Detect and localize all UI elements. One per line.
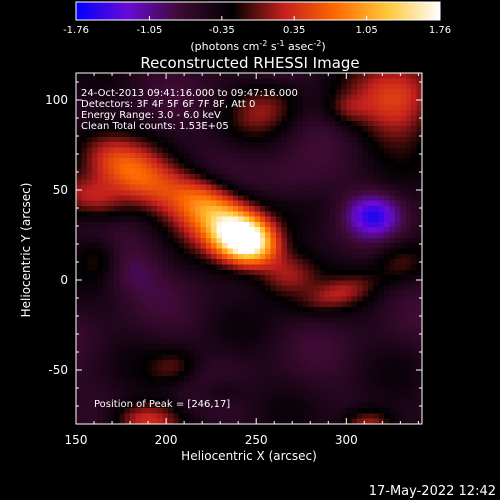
- y-tick-label: -50: [48, 363, 68, 377]
- x-tick-label: 200: [155, 433, 178, 447]
- annotation-detectors: Detectors: 3F 4F 5F 6F 7F 8F, Att 0: [81, 99, 255, 110]
- footer-timestamp: 17-May-2022 12:42: [369, 484, 496, 499]
- colorbar-tick-label: 1.05: [355, 25, 377, 36]
- chart-title: Reconstructed RHESSI Image: [140, 54, 359, 72]
- colorbar-gradient: [75, 1, 441, 21]
- colorbar-units: (photons cm-2 s-1 asec-2): [190, 39, 325, 53]
- colorbar-tick-label: -0.35: [209, 25, 235, 36]
- x-tick-label: 300: [335, 433, 358, 447]
- colorbar-ticks: -1.76 -1.05 -0.35 0.35 1.05 1.76: [63, 16, 451, 36]
- annotation-energy: Energy Range: 3.0 - 6.0 keV: [81, 110, 221, 121]
- x-axis: 150 200 250 300: [65, 73, 419, 447]
- colorbar-tick-label: 0.35: [283, 25, 305, 36]
- y-axis-label: Heliocentric Y (arcsec): [19, 183, 33, 318]
- x-tick-label: 250: [245, 433, 268, 447]
- colorbar-tick-label: 1.76: [429, 25, 451, 36]
- peak-position-label: Position of Peak = [246,17]: [94, 399, 230, 410]
- colorbar: -1.76 -1.05 -0.35 0.35 1.05 1.76 (photons cm-…: [63, 1, 451, 53]
- annotation-counts: Clean Total counts: 1.53E+05: [81, 121, 229, 132]
- x-tick-label: 150: [65, 433, 88, 447]
- plot-frame: [75, 72, 423, 425]
- heatmap-image: [76, 73, 422, 424]
- heatmap: [76, 73, 422, 424]
- colorbar-tick-label: -1.05: [136, 25, 162, 36]
- colorbar-tick-label: -1.76: [63, 25, 89, 36]
- y-tick-label: 0: [60, 273, 68, 287]
- y-tick-label: 50: [53, 183, 68, 197]
- x-axis-label: Heliocentric X (arcsec): [181, 449, 317, 463]
- y-tick-label: 100: [45, 93, 68, 107]
- annotation-time-range: 24-Oct-2013 09:41:16.000 to 09:47:16.000: [81, 88, 298, 99]
- annotation-block: 24-Oct-2013 09:41:16.000 to 09:47:16.000…: [81, 88, 298, 132]
- y-axis: 100 50 0 -50: [45, 81, 422, 407]
